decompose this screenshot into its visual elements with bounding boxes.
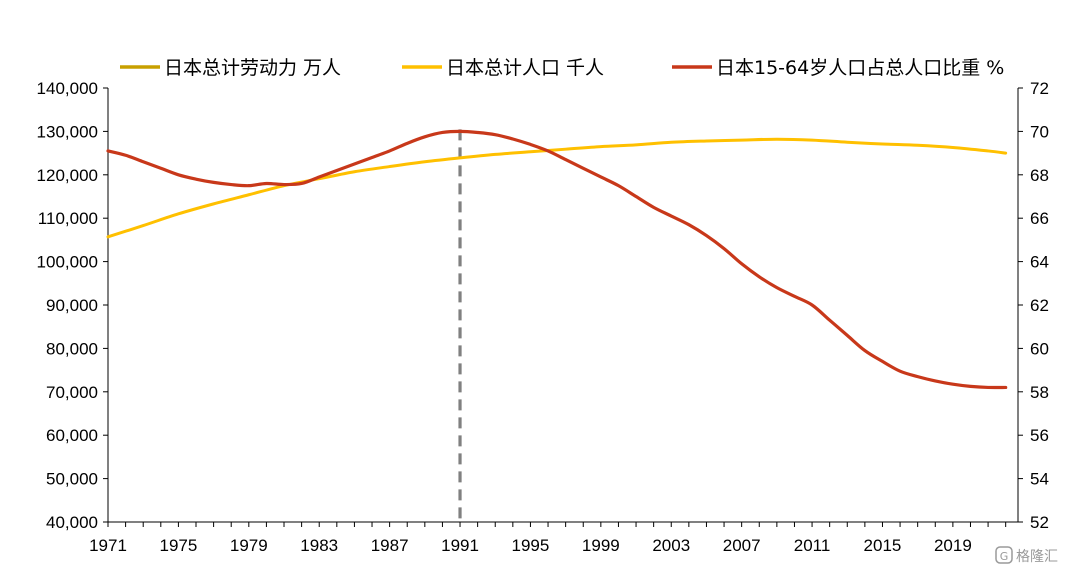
left-axis-ticks: 40,000 50,000 60,000 70,000 80,000 90,000 100,… <box>37 79 108 532</box>
right-tick-label: 56 <box>1030 426 1049 445</box>
x-tick-label: 2003 <box>652 536 690 555</box>
x-tick-label: 1983 <box>300 536 338 555</box>
x-tick-label: 1971 <box>89 536 127 555</box>
x-tick-label: 1995 <box>512 536 550 555</box>
x-tick-label: 2015 <box>864 536 902 555</box>
left-tick-label: 90,000 <box>46 296 98 315</box>
right-tick-label: 68 <box>1030 166 1049 185</box>
left-tick-label: 120,000 <box>37 166 98 185</box>
x-tick-label: 1975 <box>159 536 197 555</box>
right-tick-label: 66 <box>1030 209 1049 228</box>
left-tick-label: 80,000 <box>46 339 98 358</box>
right-axis-ticks: 52 54 56 58 60 62 64 66 68 70 72 <box>1018 79 1049 532</box>
right-tick-label: 54 <box>1030 470 1049 489</box>
left-tick-label: 40,000 <box>46 513 98 532</box>
x-tick-label: 1999 <box>582 536 620 555</box>
right-tick-label: 70 <box>1030 122 1049 141</box>
x-tick-label: 2011 <box>794 536 831 555</box>
series-line-1 <box>106 137 1008 239</box>
axes <box>107 88 1019 523</box>
left-tick-label: 130,000 <box>37 122 98 141</box>
watermark-icon-glyph: G <box>1000 550 1009 563</box>
watermark-logo: G 格隆汇 <box>995 546 1058 565</box>
watermark-icon <box>995 546 1013 564</box>
legend: 日本总计劳动力 万人 日本总计人口 千人 日本15-64岁人口占总人口比重 % <box>120 57 1004 79</box>
left-tick-label: 60,000 <box>46 426 98 445</box>
left-tick-label: 140,000 <box>37 79 98 98</box>
right-tick-label: 60 <box>1030 339 1049 358</box>
x-axis-ticks: 1971 1975 1979 1983 1987 1991 1995 1999 2003 2007… <box>89 522 1007 555</box>
right-tick-label: 52 <box>1030 513 1049 532</box>
right-tick-label: 58 <box>1030 383 1049 402</box>
left-tick-label: 100,000 <box>37 253 98 272</box>
left-tick-label: 70,000 <box>46 383 98 402</box>
x-tick-label: 1991 <box>441 536 479 555</box>
x-tick-label: 2019 <box>934 536 972 555</box>
series-layer <box>106 129 1008 522</box>
right-tick-label: 72 <box>1030 79 1049 98</box>
watermark-text: 格隆汇 <box>1016 549 1058 565</box>
series-line-2 <box>106 129 1008 390</box>
left-tick-label: 110,000 <box>38 209 98 228</box>
legend-label-1: 日本总计人口 千人 <box>446 57 604 79</box>
right-tick-label: 62 <box>1030 296 1049 315</box>
legend-label-0: 日本总计劳动力 万人 <box>164 57 341 79</box>
x-tick-label: 1987 <box>371 536 409 555</box>
left-tick-label: 50,000 <box>46 470 98 489</box>
x-tick-label: 1979 <box>230 536 268 555</box>
legend-label-2: 日本15-64岁人口占总人口比重 % <box>716 57 1004 79</box>
x-tick-label: 2007 <box>723 536 761 555</box>
right-tick-label: 64 <box>1030 253 1049 272</box>
